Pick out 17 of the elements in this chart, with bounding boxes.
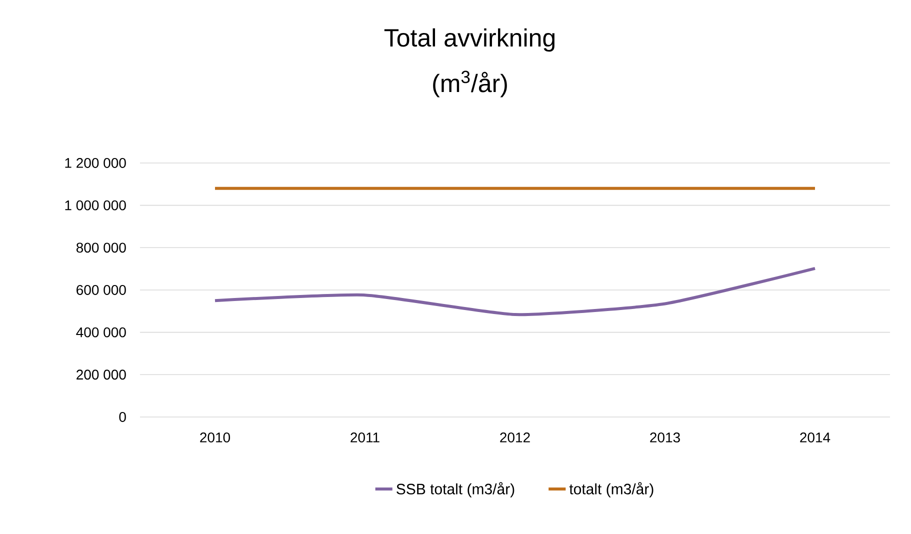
y-tick-label: 200 000: [76, 370, 126, 380]
x-tick-label: 2010: [200, 432, 230, 442]
y-tick-label: 1 000 000: [65, 200, 126, 210]
x-tick-label: 2013: [650, 432, 680, 442]
chart-subtitle: (m$^{3}$/år): [433, 70, 507, 98]
y-tick-label: 400 000: [76, 327, 126, 338]
line-series: [214, 266, 816, 316]
legend-label: SSB totalt (m3/år): [396, 482, 514, 498]
x-tick-label: 2014: [800, 432, 830, 442]
y-tick-label: 1 200 000: [65, 158, 126, 168]
legend-label: totalt (m3/år): [569, 482, 654, 498]
y-tick-label: 0: [119, 412, 126, 422]
chart-title: Total avvirkning: [384, 28, 554, 52]
y-tick-label: 800 000: [76, 242, 126, 253]
y-tick-label: 600 000: [76, 285, 126, 295]
x-tick-label: 2011: [350, 432, 380, 442]
x-tick-label: 2012: [500, 432, 530, 442]
